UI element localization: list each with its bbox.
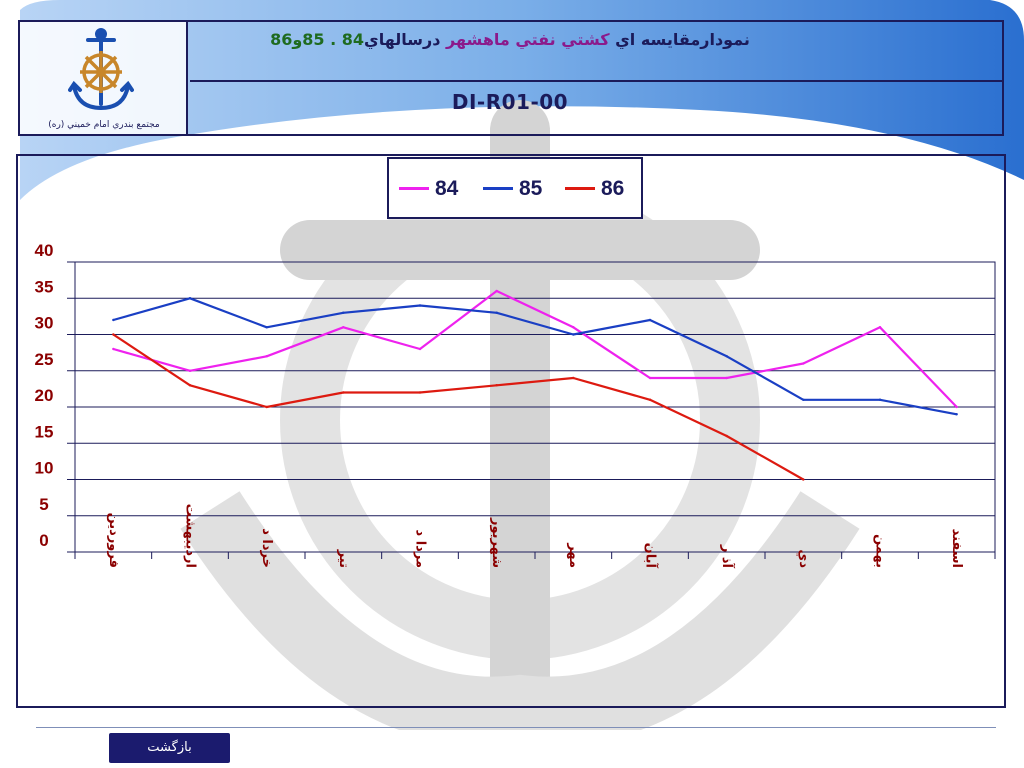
title-part-2: کشتي نفتي — [515, 30, 610, 49]
logo-cell: مجتمع بندري امام خميني (ره) — [20, 22, 188, 134]
x-tick-label: آذ ر — [719, 544, 736, 569]
data-point-84 — [955, 405, 958, 409]
x-tick-label: ارديبهشت — [183, 504, 198, 568]
data-point-85 — [112, 318, 115, 322]
x-tick-label: تير — [336, 549, 351, 568]
data-point-85 — [725, 355, 728, 358]
data-point-85 — [802, 398, 805, 401]
y-tick-label: 20 — [35, 386, 54, 405]
data-point-86 — [418, 391, 422, 394]
data-point-84 — [572, 326, 575, 329]
x-tick-label: آبان — [643, 543, 660, 569]
legend-label-86: 86 — [601, 177, 625, 200]
data-point-86 — [725, 434, 728, 438]
data-point-84 — [188, 369, 192, 372]
data-point-85 — [342, 311, 345, 314]
title-part-4: درسالهاي — [364, 30, 441, 49]
data-point-85 — [955, 413, 958, 416]
data-point-84 — [725, 376, 728, 380]
series-line-86 — [112, 333, 804, 481]
y-tick-label: 30 — [35, 314, 54, 333]
chart-frame — [16, 154, 1006, 708]
y-tick-label: 35 — [35, 277, 54, 296]
data-point-86 — [112, 333, 115, 336]
legend-swatch-86 — [565, 187, 595, 190]
data-point-85 — [572, 333, 575, 336]
y-tick-label: 10 — [35, 459, 54, 478]
data-point-84 — [495, 289, 498, 293]
title-part-1: نمودارمقايسه اي — [615, 30, 750, 49]
title-row: نمودارمقايسه اي کشتي نفتي ماهشهر درسالها… — [190, 22, 1002, 82]
document-code: DI-R01-00 — [451, 90, 569, 114]
data-point-85 — [265, 326, 268, 329]
data-point-84 — [265, 355, 268, 358]
data-point-86 — [648, 398, 652, 401]
footer-divider — [36, 727, 996, 728]
x-tick-label: بهمن — [873, 534, 888, 568]
background-wave — [20, 0, 1024, 200]
data-point-86 — [265, 405, 268, 409]
x-tick-label: خردا د — [259, 528, 274, 568]
data-point-86 — [572, 376, 575, 380]
y-tick-label: 40 — [35, 241, 54, 260]
title-part-3: ماهشهر — [446, 30, 510, 49]
data-point-84 — [802, 362, 805, 365]
anchor-wheel-logo-icon — [68, 28, 134, 111]
data-point-85 — [418, 304, 422, 307]
y-tick-label: 15 — [35, 422, 54, 441]
data-point-86 — [495, 384, 498, 387]
data-point-86 — [342, 391, 345, 394]
data-point-84 — [112, 347, 115, 351]
legend-label-85: 85 — [519, 177, 543, 200]
data-point-84 — [418, 347, 422, 351]
back-button[interactable]: بازگشت — [109, 733, 230, 763]
logo-caption: مجتمع بندري امام خميني (ره) — [48, 120, 160, 130]
x-tick-label: اسفند — [949, 529, 964, 568]
legend-swatch-84 — [399, 187, 429, 190]
y-tick-label: 0 — [39, 531, 48, 550]
x-tick-label: مهر — [566, 542, 581, 568]
header-box: مجتمع بندري امام خميني (ره) نمودارمقايسه… — [18, 20, 1004, 136]
data-point-85 — [648, 318, 652, 322]
x-tick-label: شهريور — [489, 517, 504, 568]
data-point-85 — [188, 297, 192, 300]
data-point-85 — [495, 311, 498, 314]
data-point-85 — [878, 398, 882, 401]
data-point-86 — [802, 478, 805, 481]
series-line-84 — [112, 289, 958, 408]
series-line-85 — [113, 297, 957, 416]
x-tick-label: فروردين — [106, 513, 121, 568]
x-tick-label: مردا د — [413, 530, 428, 568]
y-tick-label: 5 — [39, 495, 48, 514]
chart-legend: 84 85 86 — [387, 157, 643, 219]
data-point-84 — [878, 326, 882, 329]
page-title: نمودارمقايسه اي کشتي نفتي ماهشهر درسالها… — [190, 30, 830, 49]
data-point-84 — [648, 376, 652, 380]
legend-label-84: 84 — [435, 177, 459, 200]
title-part-5: 84 . 85و86 — [270, 30, 365, 49]
legend-swatch-85 — [483, 187, 513, 190]
x-tick-label: دي — [796, 549, 811, 568]
data-point-86 — [188, 384, 192, 387]
data-point-84 — [342, 326, 345, 329]
y-tick-label: 25 — [35, 350, 54, 369]
